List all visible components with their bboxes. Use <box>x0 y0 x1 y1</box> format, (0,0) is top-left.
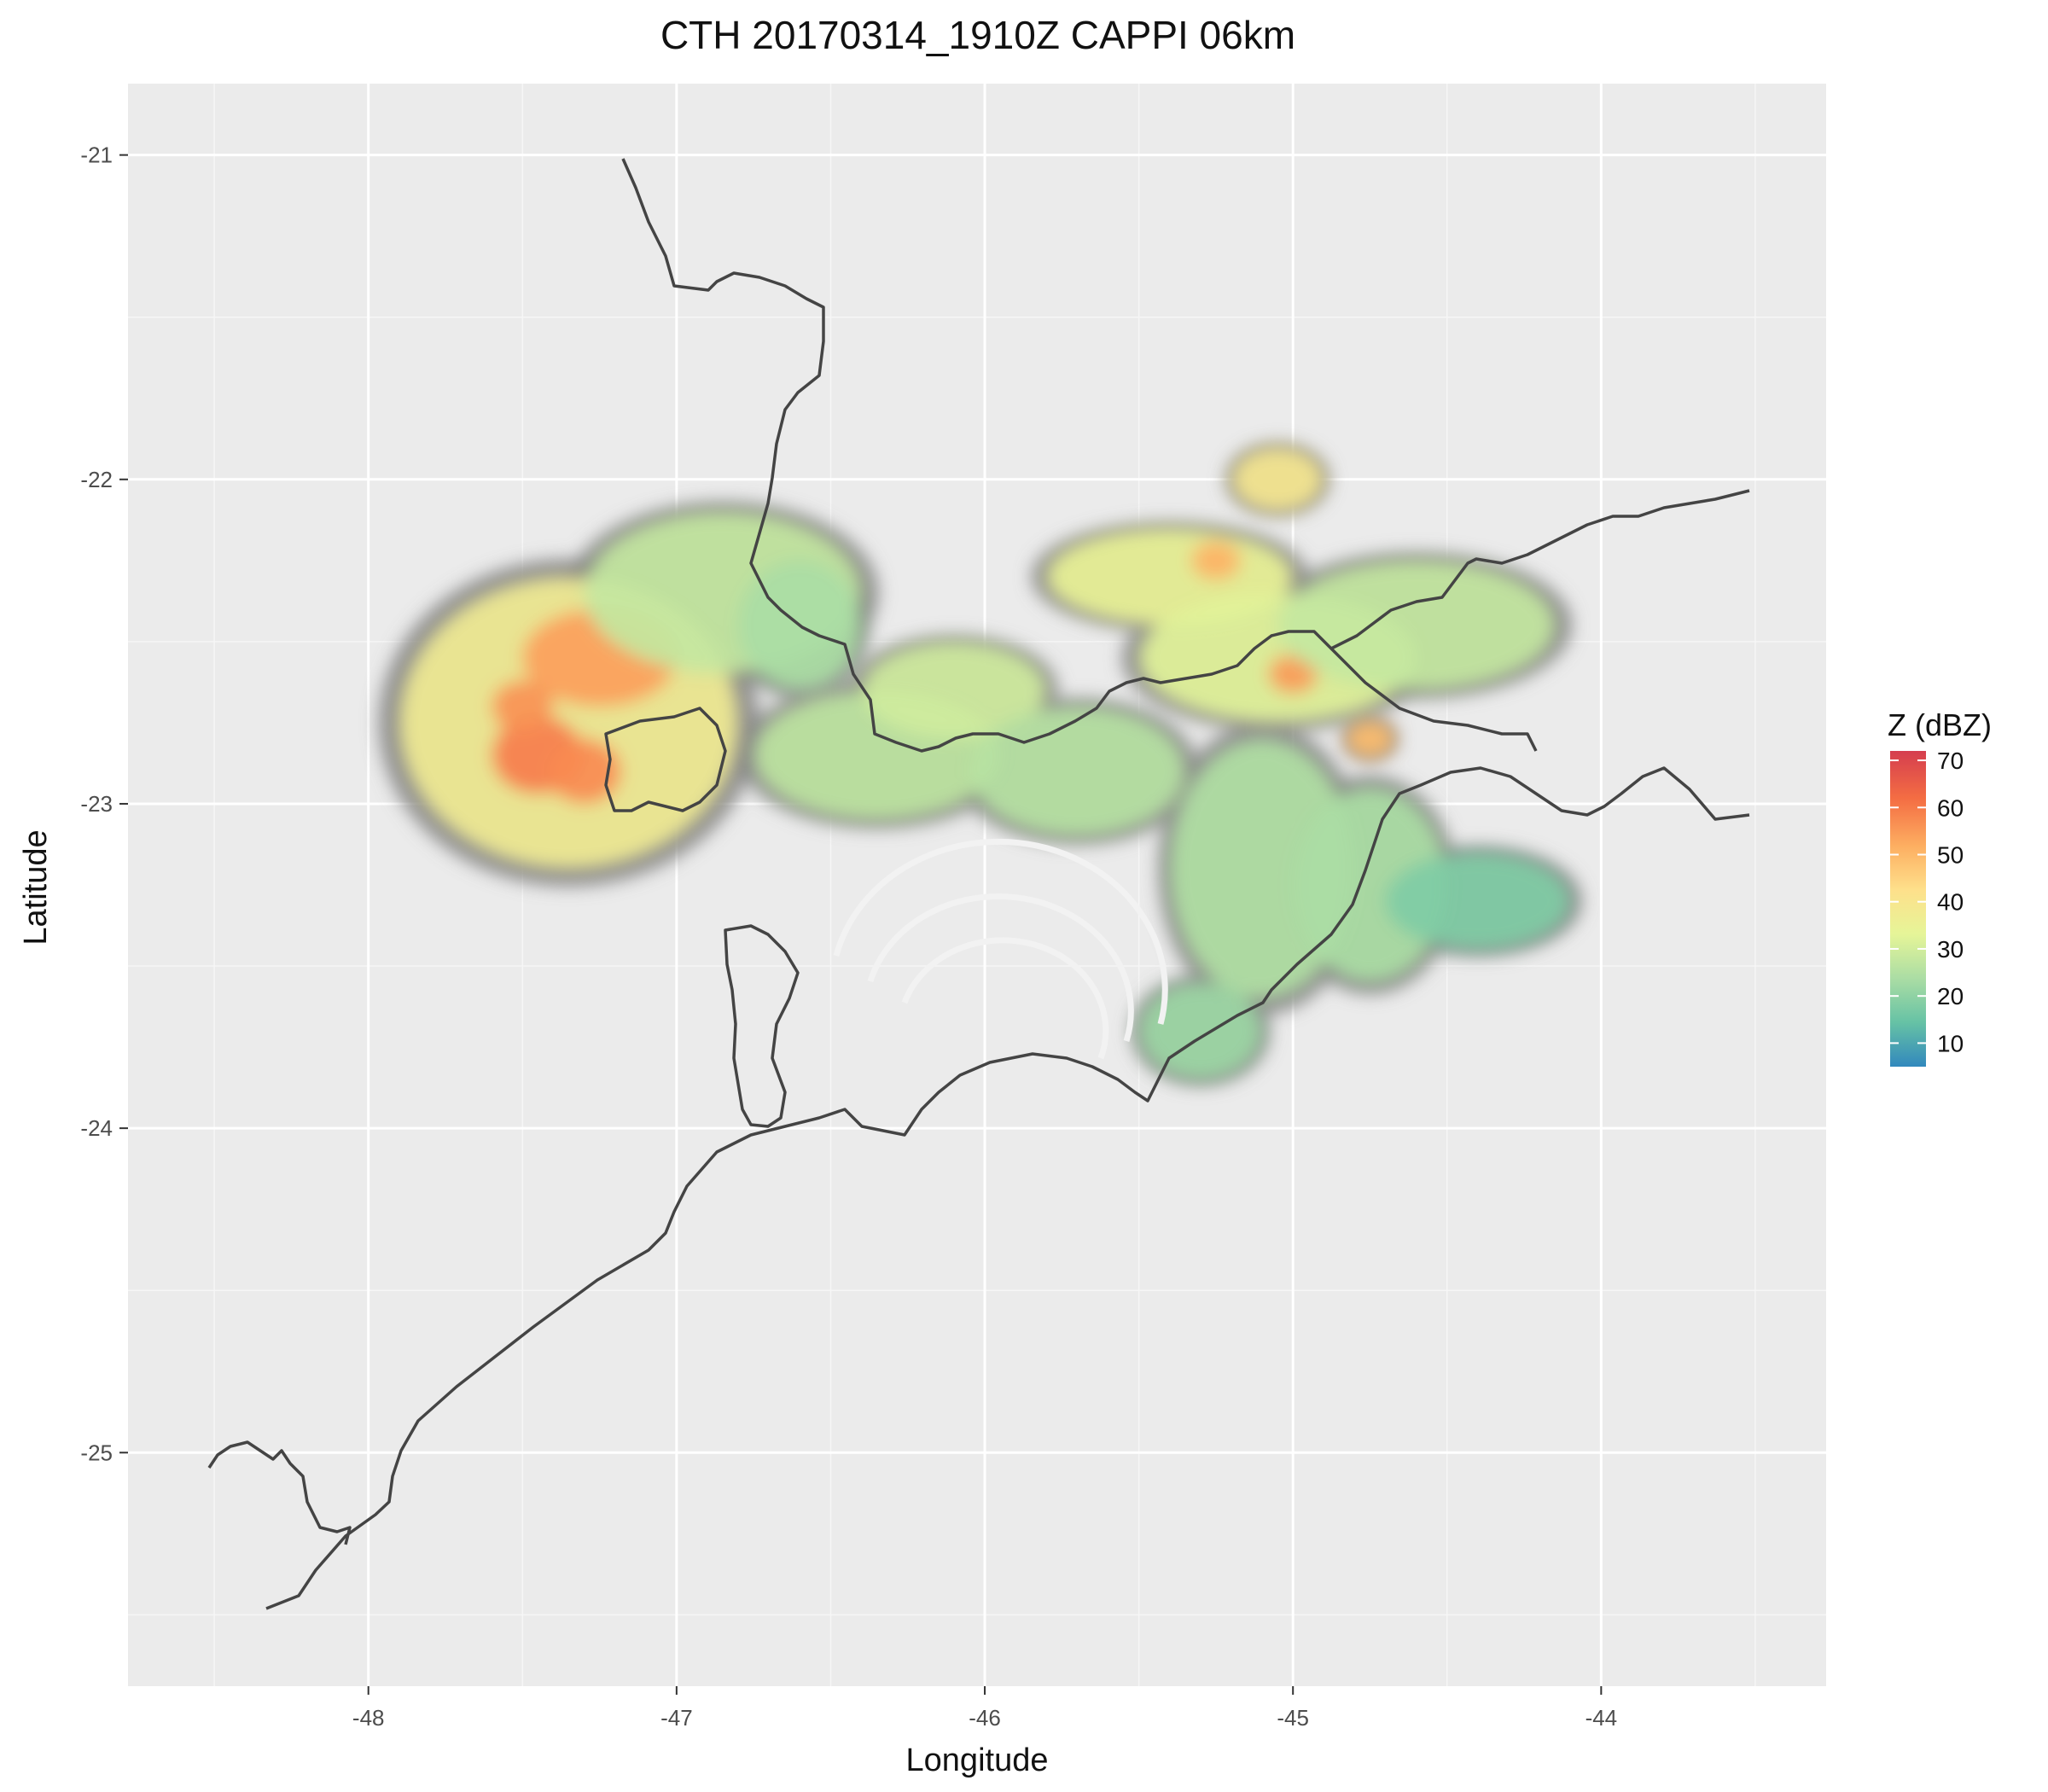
echo-cell-13 <box>1268 655 1318 694</box>
chart-title: CTH 20170314_1910Z CAPPI 06km <box>660 13 1296 57</box>
reflectivity-field <box>378 443 1582 1085</box>
range-ring-middle <box>867 893 1134 1043</box>
x-tick-label-2: -46 <box>969 1705 1001 1731</box>
colorbar-tick-label-1: 20 <box>1937 983 1964 1009</box>
coastline-west <box>207 1440 352 1545</box>
echo-cell-18 <box>1385 852 1571 951</box>
colorbar-tick-label-0: 10 <box>1937 1030 1964 1056</box>
x-tick-label-3: -45 <box>1277 1705 1309 1731</box>
y-tick-label-1: -22 <box>80 467 113 492</box>
colorbar-tick-label-3: 40 <box>1937 889 1964 916</box>
echo-cell-14 <box>1277 560 1556 690</box>
colorbar-tick-label-6: 70 <box>1937 748 1964 774</box>
x-tick-label-1: -47 <box>660 1705 693 1731</box>
x-tick-label-0: -48 <box>352 1705 385 1731</box>
colorbar-tick-label-5: 60 <box>1937 794 1964 821</box>
state-border-rj <box>1329 647 1538 752</box>
colorbar-tick-label-4: 50 <box>1937 841 1964 868</box>
echo-cell-8 <box>861 641 1047 739</box>
boundary-lines <box>207 158 1750 1610</box>
echo-cell-20 <box>1345 719 1395 759</box>
echo-cell-9 <box>969 706 1185 836</box>
x-tick-label-4: -44 <box>1585 1705 1618 1731</box>
echo-cell-11 <box>1191 541 1241 580</box>
x-axis: -48 -47 -46 -45 -44 <box>352 1686 1617 1731</box>
colorbar-legend: Z (dBZ) 10 20 30 40 50 60 70 <box>1888 707 1992 1067</box>
state-border-sp-mg <box>621 158 1750 753</box>
coastline <box>265 766 1750 1610</box>
range-rings <box>833 838 1168 1060</box>
echo-cell-3 <box>547 738 621 804</box>
municipal-outline-2 <box>724 924 800 1128</box>
y-tick-label-0: -21 <box>80 143 113 168</box>
y-tick-label-4: -25 <box>80 1440 113 1465</box>
y-tick-label-2: -23 <box>80 791 113 817</box>
echo-cell-4 <box>492 680 554 733</box>
colorbar-title: Z (dBZ) <box>1888 707 1992 742</box>
y-axis: -21 -22 -23 -24 -25 <box>80 143 128 1465</box>
range-ring-outer <box>833 838 1168 1025</box>
echo-cell-19 <box>1138 982 1263 1080</box>
colorbar-gradient <box>1890 751 1926 1067</box>
colorbar-ticks: 10 20 30 40 50 60 70 <box>1890 748 1964 1056</box>
y-tick-label-3: -24 <box>80 1115 113 1141</box>
municipal-outline-1 <box>604 707 727 812</box>
colorbar-tick-label-2: 30 <box>1937 936 1964 963</box>
x-axis-title: Longitude <box>906 1743 1049 1778</box>
echo-cell-15 <box>1231 446 1324 512</box>
y-axis-title: Latitude <box>18 829 54 945</box>
range-ring-inner <box>901 937 1109 1060</box>
echo-cells <box>399 446 1571 1080</box>
